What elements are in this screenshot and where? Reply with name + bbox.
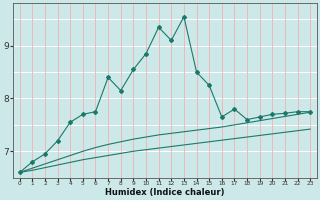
X-axis label: Humidex (Indice chaleur): Humidex (Indice chaleur)	[105, 188, 225, 197]
